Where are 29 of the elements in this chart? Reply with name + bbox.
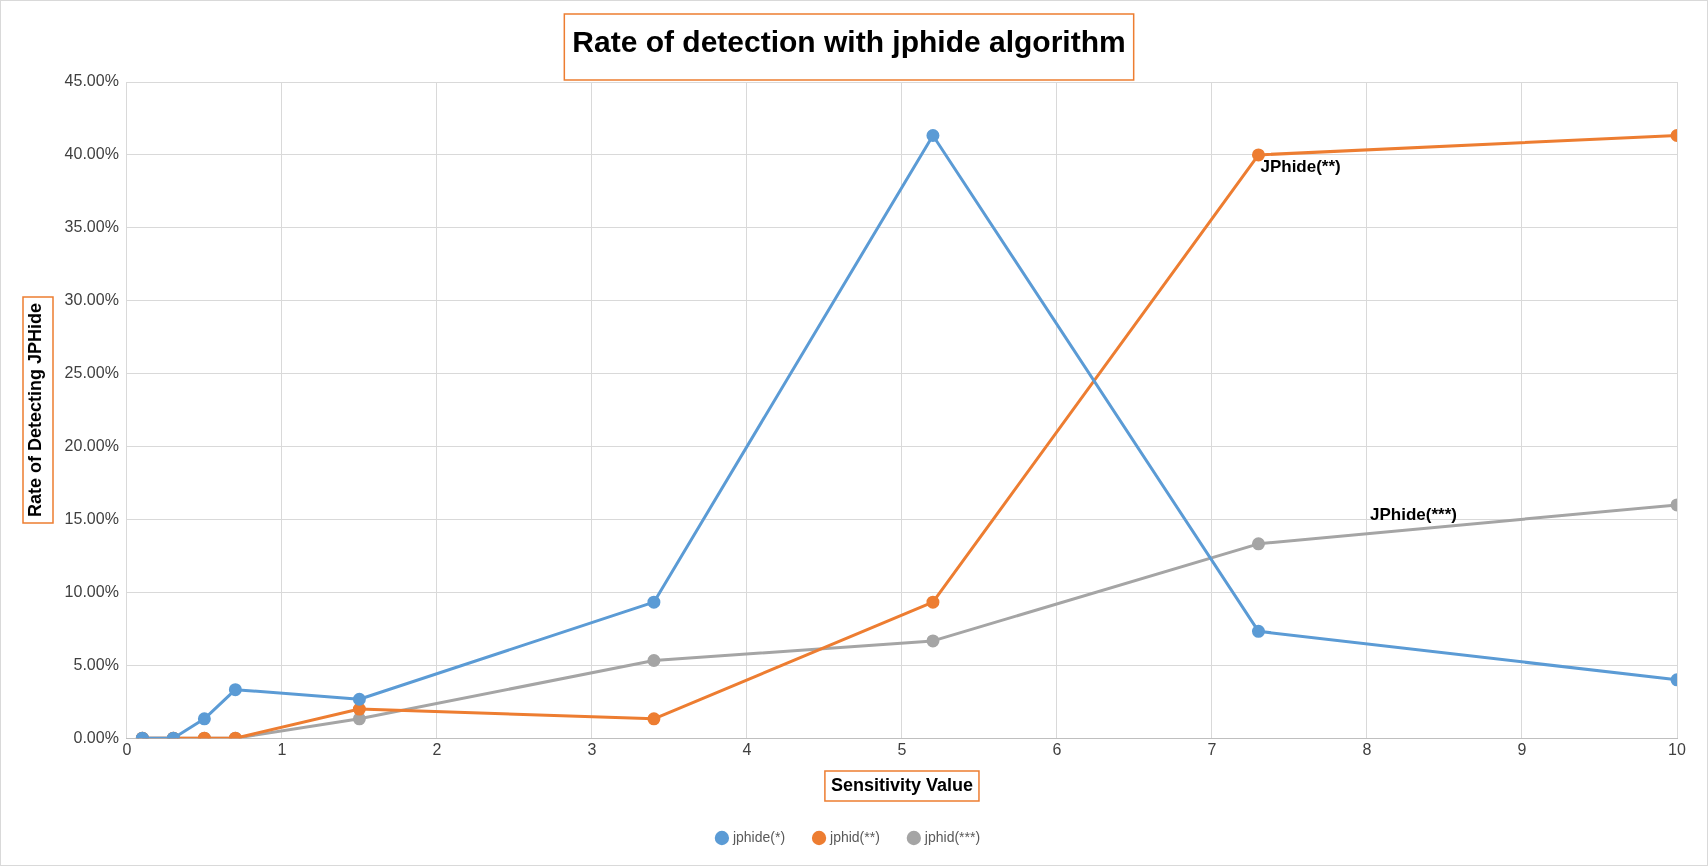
- x-tick-label: 6: [1052, 741, 1062, 759]
- legend-label: jphide(*): [731, 828, 786, 845]
- y-tick-label: 0.00%: [73, 728, 119, 746]
- y-tick-label: 40.00%: [64, 145, 119, 163]
- x-tick-label: 3: [587, 741, 597, 759]
- chart-title: Rate of detection with jphide algorithm: [572, 25, 1126, 59]
- y-tick-label: 45.00%: [64, 72, 119, 90]
- x-tick-label: 0: [122, 741, 132, 759]
- x-tick-label: 1: [277, 741, 287, 759]
- x-tick-label: 7: [1207, 741, 1217, 759]
- x-tick-label: 5: [897, 741, 907, 759]
- legend-label: jphid(**): [829, 828, 880, 845]
- y-tick-label: 25.00%: [64, 364, 119, 382]
- y-tick-label: 20.00%: [64, 436, 119, 454]
- x-axis-title: Sensitivity Value: [830, 775, 973, 796]
- x-tick-label: 4: [742, 741, 752, 759]
- y-tick-label: 30.00%: [64, 291, 119, 309]
- x-tick-label: 2: [432, 741, 442, 759]
- y-axis-title: Rate of Detecting JPHide: [24, 303, 45, 518]
- y-tick-label: 15.00%: [64, 509, 119, 527]
- annotation: JPhide(**): [1260, 157, 1341, 177]
- legend-label: jphid(***): [923, 828, 981, 845]
- y-tick-label: 10.00%: [64, 582, 119, 600]
- x-tick-label: 9: [1517, 741, 1527, 759]
- x-tick-label: 10: [1668, 741, 1686, 759]
- y-tick-label: 35.00%: [64, 218, 119, 236]
- y-tick-label: 5.00%: [73, 655, 119, 673]
- annotation: JPhide(***): [1370, 504, 1457, 524]
- x-tick-label: 8: [1362, 741, 1372, 759]
